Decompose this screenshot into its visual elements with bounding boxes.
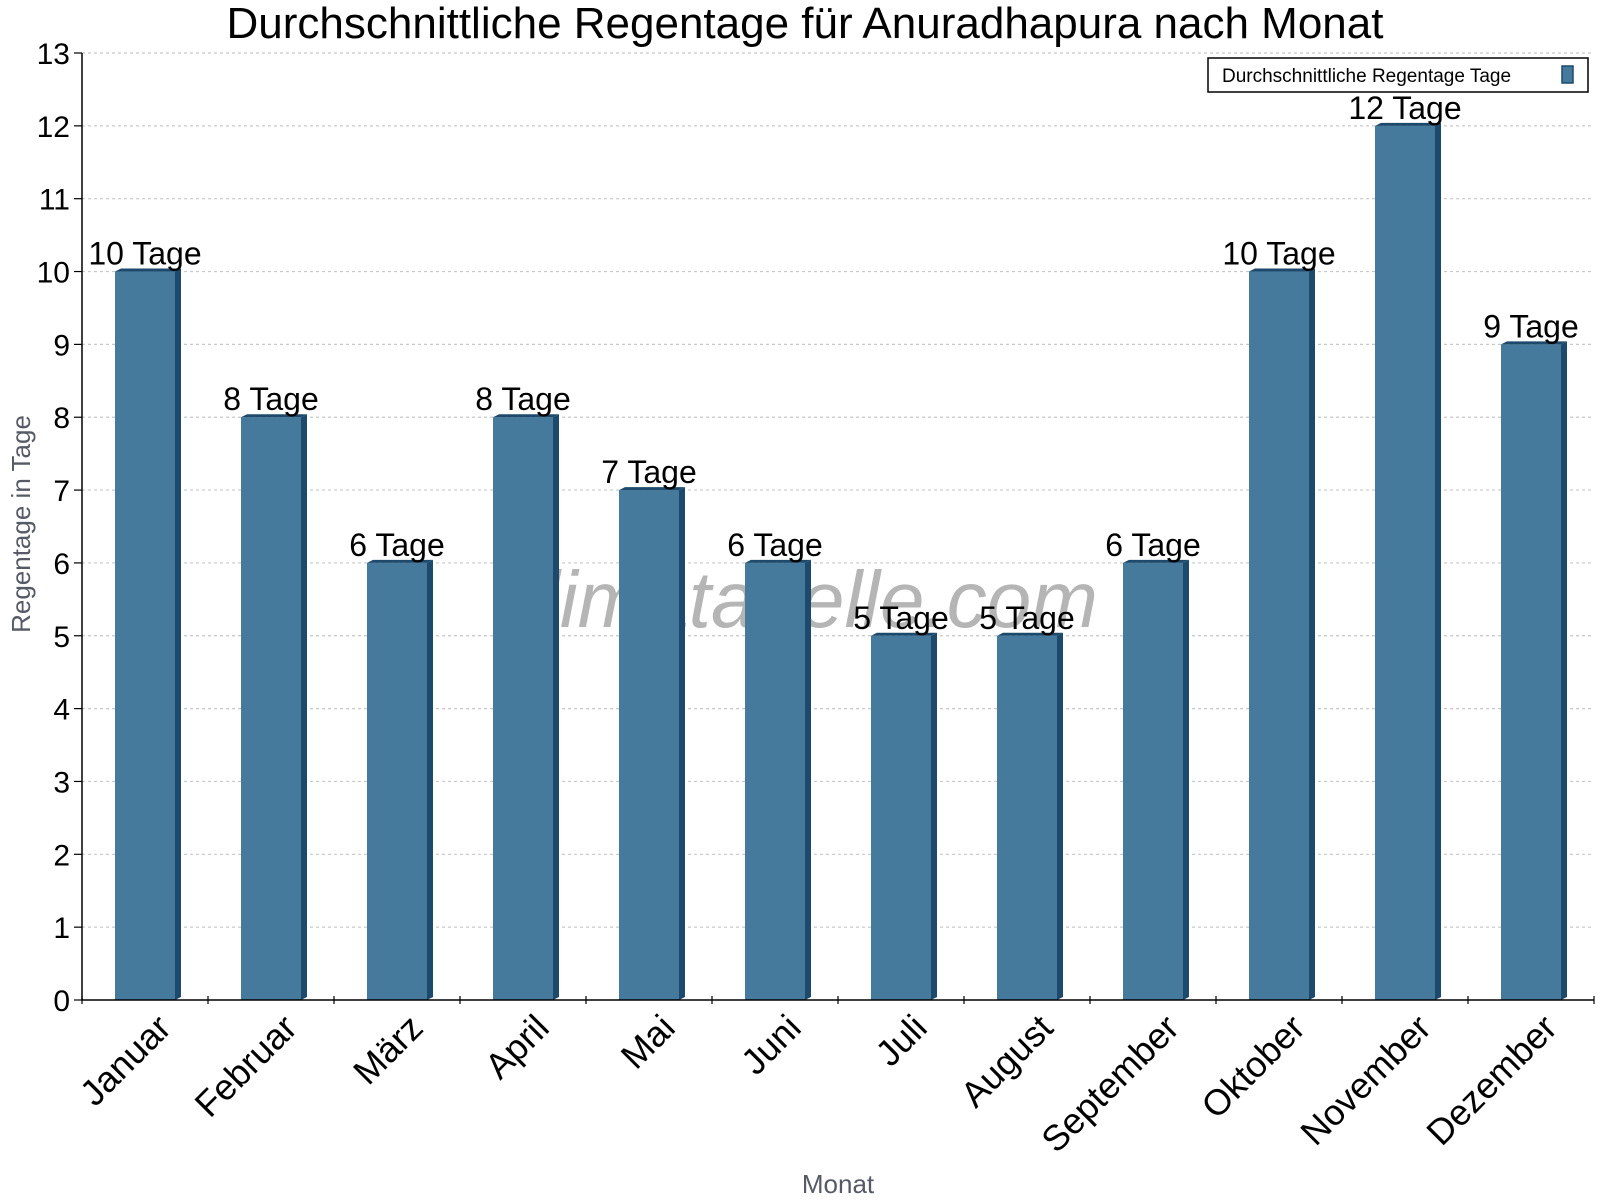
data-label: 5 Tage [853,600,949,636]
bar-side [805,559,811,1000]
data-label: 8 Tage [475,381,571,417]
gridlines [82,52,1594,928]
x-tick-label: April [477,1007,557,1087]
y-tick-label: 8 [53,402,70,435]
bar-top [745,559,811,563]
x-tick-label: Oktober [1193,1007,1313,1127]
bars [115,122,1567,1001]
data-label: 7 Tage [601,454,697,490]
bar-side [1561,341,1567,1000]
bar [871,635,931,1000]
data-label: 10 Tage [1222,236,1335,272]
axes [74,52,1595,1004]
y-tick-label: 1 [53,912,70,945]
bar [997,635,1057,1000]
x-tick-label: Februar [187,1007,305,1125]
x-tick-label: Januar [72,1007,179,1114]
y-axis-title: Regentage in Tage [6,415,36,633]
y-tick-label: 13 [37,38,70,71]
bar-side [679,487,685,1001]
bar-top [241,414,307,418]
bar-side [1309,268,1315,1000]
x-tick-label: September [1033,1007,1187,1161]
bar-top [115,268,181,272]
y-tick-label: 4 [53,694,70,727]
bar [1375,125,1435,1001]
legend-label: Durchschnittliche Regentage Tage [1222,66,1511,87]
bar-side [1183,559,1189,1000]
x-tick-label: März [345,1007,431,1093]
legend: Durchschnittliche Regentage Tage [1207,57,1589,93]
bar [1501,344,1561,1000]
bar [745,562,805,1000]
legend-swatch [1561,65,1574,84]
bar-top [1249,268,1315,272]
data-label: 6 Tage [349,527,445,563]
y-tick-label: 10 [37,257,70,290]
x-tick-label: Juni [733,1007,809,1083]
bar-top [367,559,433,563]
x-tick-labels: Januar Februar März April Mai Juni Juli AugustS… [72,1007,1565,1161]
x-tick-label: Juli [867,1007,934,1074]
data-label: 10 Tage [88,236,201,272]
bar-top [493,414,559,418]
bar [1123,562,1183,1000]
bar-side [553,414,559,1000]
bar-side [931,632,937,1000]
bar-top [619,487,685,491]
x-tick-label: Mai [613,1007,683,1077]
bar [115,271,175,1000]
y-tick-label: 2 [53,839,70,872]
data-label: 9 Tage [1483,308,1579,344]
data-labels: 10 Tage 8 Tage 6 Tage 8 Tage 7 Tage 6 Tage 5 T… [88,90,1578,636]
chart-title: Durchschnittliche Regentage für Anuradha… [227,0,1384,48]
y-tick-label: 5 [53,621,70,654]
bar-top [871,632,937,636]
bar-top [1501,341,1567,345]
legend-box [1207,57,1589,93]
y-tick-label: 9 [53,329,70,362]
y-tick-label: 11 [39,184,70,217]
bar-side [175,268,181,1000]
bar-side [1435,122,1441,1001]
bar-top [997,632,1063,636]
x-tick-label: November [1292,1007,1438,1153]
data-label: 6 Tage [727,527,823,563]
bar-side [301,414,307,1000]
bar [493,417,553,1000]
data-label: 5 Tage [979,600,1075,636]
bar-top [1375,122,1441,126]
y-tick-label: 3 [53,766,70,799]
bar-top [1123,559,1189,563]
bar [619,490,679,1000]
y-tick-label: 0 [53,985,70,1018]
bar [367,562,427,1000]
bar-side [427,559,433,1000]
x-axis-title: Monat [802,1169,875,1199]
y-tick-label: 7 [53,475,70,508]
y-tick-label: 6 [53,548,70,581]
x-tick-label: Dezember [1418,1007,1564,1153]
y-tick-label: 12 [37,111,70,144]
bar [1249,271,1309,1000]
data-label: 8 Tage [223,381,319,417]
data-label: 6 Tage [1105,527,1201,563]
bar-side [1057,632,1063,1000]
x-tick-label: August [952,1007,1060,1115]
bar [241,417,301,1000]
data-label: 12 Tage [1348,90,1461,126]
